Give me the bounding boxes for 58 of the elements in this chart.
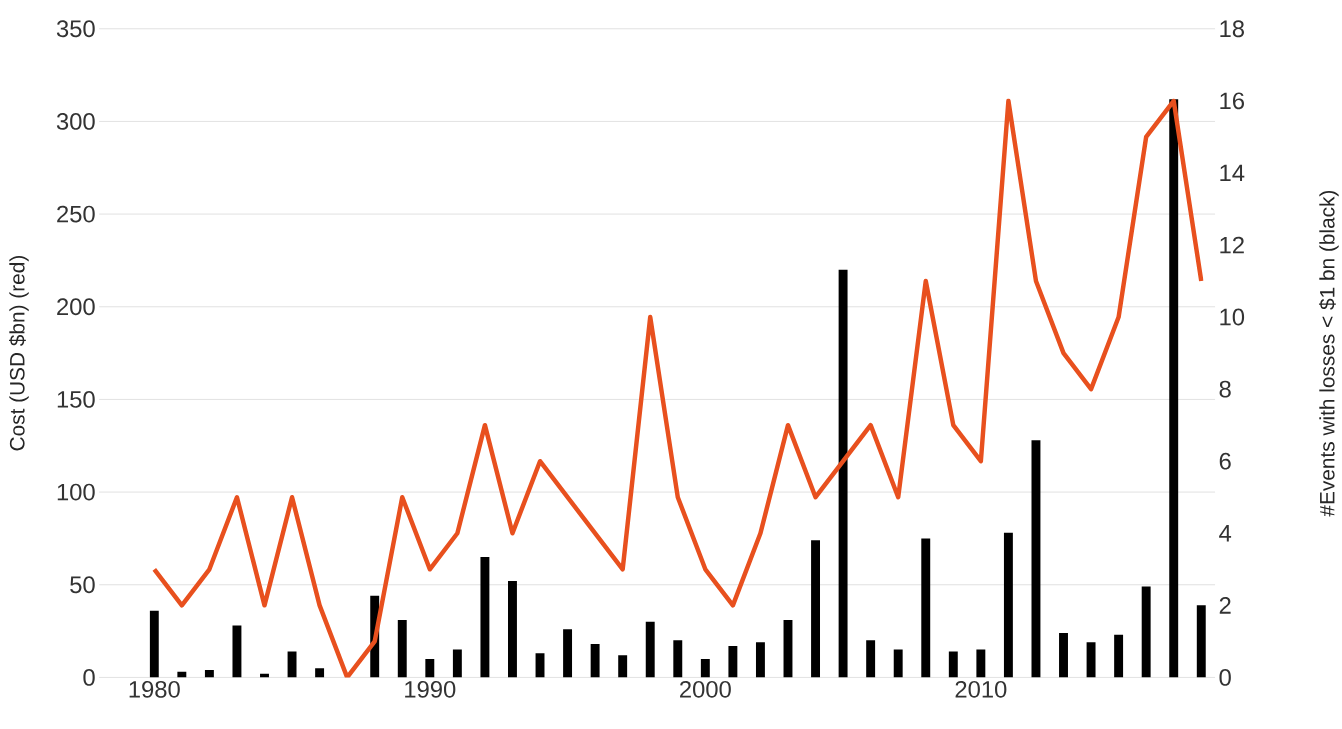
bar (1086, 642, 1096, 678)
y2-tick-label: 2 (1219, 597, 1231, 614)
y2-tick-label: 4 (1219, 525, 1232, 542)
bar (204, 669, 214, 678)
bar (893, 649, 903, 678)
x-tick-label: 1990 (405, 680, 456, 698)
x-tick-label: 1980 (129, 680, 180, 698)
y2-tick-label: 18 (1220, 20, 1244, 38)
bar (425, 658, 435, 678)
y-tick-label: 150 (57, 390, 95, 408)
y2-tick-label: 0 (1219, 668, 1231, 686)
bar (1196, 605, 1206, 678)
bar (1059, 632, 1068, 678)
bar (1141, 586, 1151, 678)
y-tick-label: 350 (56, 20, 95, 38)
bar (315, 668, 325, 678)
y-tick-label: 100 (57, 483, 95, 501)
bar (149, 610, 159, 678)
y2-tick-label: 16 (1220, 92, 1244, 110)
bar (921, 538, 931, 678)
y2-tick-label: 14 (1220, 164, 1245, 182)
bar (1003, 532, 1013, 678)
y-tick-label: 0 (83, 668, 95, 686)
y2-tick-label: 6 (1219, 452, 1231, 470)
bar (397, 619, 407, 678)
bar (177, 671, 187, 678)
bar (976, 649, 986, 678)
bar (563, 629, 573, 678)
bar (232, 625, 242, 678)
y-tick-label: 50 (70, 576, 95, 594)
y2-tick-label: 8 (1219, 380, 1231, 398)
x-tick-label: 2000 (680, 680, 731, 698)
y-tick-label: 250 (57, 205, 95, 223)
bar (866, 640, 876, 678)
y-axis-title: Cost (USD $bn) (red) (9, 256, 29, 451)
bar (618, 655, 628, 678)
y-tick-label: 200 (57, 298, 95, 316)
bar (948, 651, 958, 678)
bar (1031, 440, 1041, 678)
y2-tick-label: 12 (1220, 236, 1244, 254)
bar (590, 644, 600, 678)
bar (700, 658, 710, 678)
bar (728, 645, 738, 678)
bar (645, 621, 655, 678)
bar (452, 649, 462, 678)
bar (1169, 99, 1179, 678)
bar (287, 651, 297, 678)
x-tick-label: 2010 (955, 680, 1007, 698)
bar (508, 581, 517, 678)
bar (1114, 634, 1124, 678)
y2-axis-title: #Events with losses < $1 bn (black) (1318, 190, 1339, 517)
bar (811, 540, 820, 678)
bar (673, 640, 683, 678)
bar (755, 642, 765, 678)
bar (838, 269, 848, 678)
y2-tick-label: 10 (1220, 308, 1245, 326)
bar (480, 556, 490, 678)
y-tick-label: 300 (56, 113, 95, 130)
